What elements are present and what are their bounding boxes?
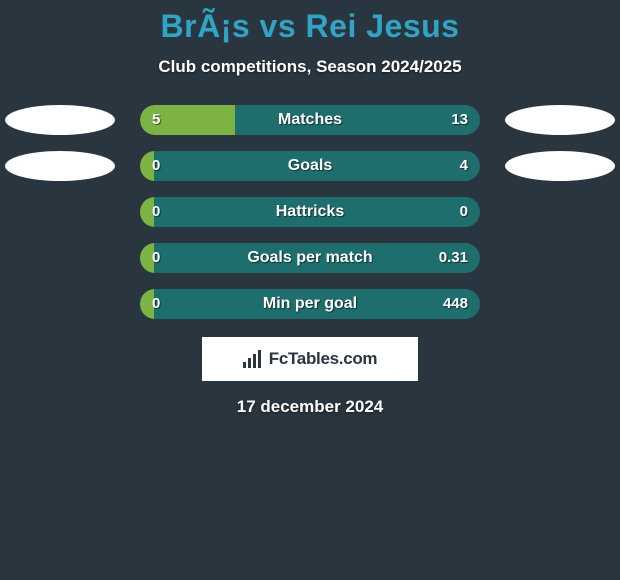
- player-avatar-left: [5, 105, 115, 135]
- stat-value-right: 448: [443, 289, 468, 319]
- stat-value-right: 0: [460, 197, 468, 227]
- stat-row: 0Goals4: [0, 151, 620, 181]
- stat-label: Goals per match: [140, 243, 480, 273]
- brand-badge: FcTables.com: [202, 337, 418, 381]
- stat-row: 0Hattricks0: [0, 197, 620, 227]
- stat-label: Matches: [140, 105, 480, 135]
- stat-label: Min per goal: [140, 289, 480, 319]
- stat-value-right: 13: [451, 105, 468, 135]
- brand-text: FcTables.com: [269, 349, 378, 369]
- chart-icon: [243, 350, 265, 368]
- date-text: 17 december 2024: [0, 397, 620, 417]
- stat-label: Goals: [140, 151, 480, 181]
- subtitle: Club competitions, Season 2024/2025: [0, 57, 620, 77]
- comparison-rows: 5Matches130Goals40Hattricks00Goals per m…: [0, 105, 620, 319]
- stat-row: 0Goals per match0.31: [0, 243, 620, 273]
- page-title: BrÃ¡s vs Rei Jesus: [0, 0, 620, 45]
- stat-row: 0Min per goal448: [0, 289, 620, 319]
- stat-value-right: 0.31: [439, 243, 468, 273]
- player-avatar-left: [5, 151, 115, 181]
- stat-row: 5Matches13: [0, 105, 620, 135]
- player-avatar-right: [505, 105, 615, 135]
- stat-value-right: 4: [460, 151, 468, 181]
- stat-label: Hattricks: [140, 197, 480, 227]
- player-avatar-right: [505, 151, 615, 181]
